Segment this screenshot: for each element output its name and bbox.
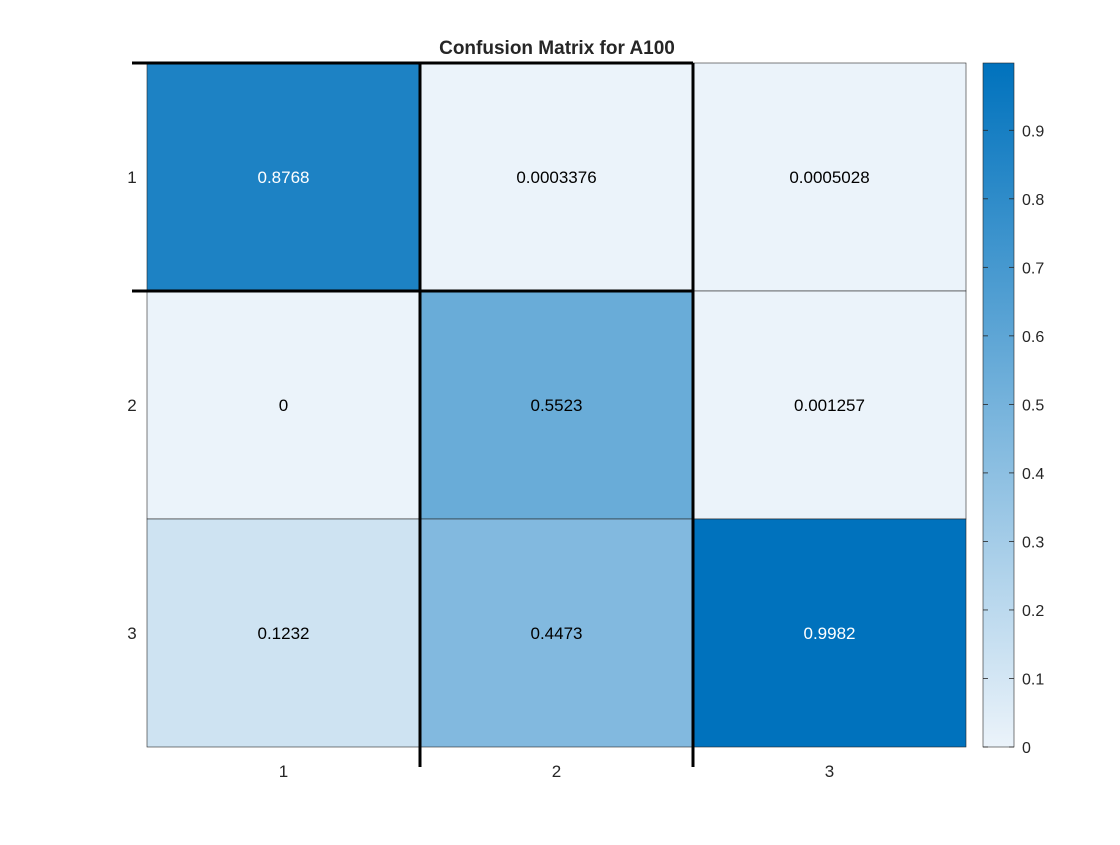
colorbar-tick-label: 0.4	[1022, 466, 1044, 483]
colorbar-scale	[982, 62, 1015, 748]
cell-value-label: 0.9982	[804, 624, 856, 643]
heatmap-cell	[419, 518, 694, 748]
colorbar-tick-label: 0.6	[1022, 329, 1044, 346]
colorbar-tick-label: 0.1	[1022, 671, 1044, 688]
colorbar: 0 0.1 0.2 0.3 0.4 0.5 0.6 0.7 0.8 0.9	[982, 62, 1044, 757]
heatmap-cell	[146, 62, 421, 292]
heatmap-cell	[146, 290, 421, 520]
cell-value-label: 0.5523	[531, 396, 583, 415]
cell-value-label: 0	[279, 396, 288, 415]
x-tick-label: 2	[552, 762, 561, 781]
heatmap-cell	[419, 290, 694, 520]
colorbar-tick-label: 0.8	[1022, 192, 1044, 209]
heatmap-cell	[692, 62, 967, 292]
x-tick-label: 3	[825, 762, 834, 781]
heatmap-cell	[692, 290, 967, 520]
chart-title: Confusion Matrix for A100	[439, 38, 675, 59]
colorbar-tick-label: 0.2	[1022, 603, 1044, 620]
heatmap-cells: 0.8768 0.0003376 0.0005028 0 0.5523 0.001257 0…	[146, 62, 967, 748]
cell-value-label: 0.001257	[794, 396, 865, 415]
cell-value-label: 0.0005028	[789, 168, 869, 187]
heatmap-cell	[692, 518, 967, 748]
x-tick-label: 1	[279, 762, 288, 781]
heatmap-cell	[419, 62, 694, 292]
cell-value-label: 0.8768	[258, 168, 310, 187]
axis-tick-labels: 1 2 3 1 2 3	[127, 168, 834, 781]
highlight-lines	[132, 61, 695, 767]
cell-value-label: 0.1232	[258, 624, 310, 643]
colorbar-tick-label: 0.3	[1022, 534, 1044, 551]
cell-value-label: 0.0003376	[516, 168, 596, 187]
colorbar-tick-label: 0.5	[1022, 397, 1044, 414]
y-tick-label: 3	[127, 624, 136, 643]
colorbar-tick-label: 0.9	[1022, 123, 1044, 140]
y-tick-label: 2	[127, 396, 136, 415]
heatmap-cell	[146, 518, 421, 748]
cell-value-label: 0.4473	[531, 624, 583, 643]
y-tick-label: 1	[127, 168, 136, 187]
colorbar-tick-label: 0.7	[1022, 260, 1044, 277]
colorbar-tick-label: 0	[1022, 740, 1031, 757]
